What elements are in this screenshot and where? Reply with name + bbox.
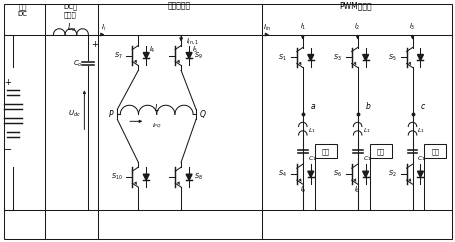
Text: $I_2$: $I_2$ <box>354 22 360 32</box>
Polygon shape <box>417 54 423 60</box>
Text: $I_{in}$: $I_{in}$ <box>262 23 270 33</box>
Polygon shape <box>307 171 313 177</box>
Text: $I_o$: $I_o$ <box>299 185 305 195</box>
Text: 负载: 负载 <box>321 148 329 155</box>
Text: PWM逆变器: PWM逆变器 <box>339 1 371 10</box>
Text: −: − <box>4 145 12 155</box>
Polygon shape <box>307 54 313 60</box>
Polygon shape <box>362 54 368 60</box>
Text: $S_1$: $S_1$ <box>278 53 286 63</box>
Text: b: b <box>365 102 370 111</box>
Bar <box>369 144 391 158</box>
Text: $S_4$: $S_4$ <box>278 169 286 179</box>
Polygon shape <box>143 174 149 180</box>
Text: $C_1$: $C_1$ <box>307 154 316 163</box>
Text: 输入
DC: 输入 DC <box>17 4 27 17</box>
Text: $S_3$: $S_3$ <box>332 53 341 63</box>
Polygon shape <box>417 171 423 177</box>
Text: $S_7$: $S_7$ <box>113 50 122 60</box>
Text: c: c <box>420 102 424 111</box>
Text: $L_o$: $L_o$ <box>66 21 76 34</box>
Text: +: + <box>91 39 98 49</box>
Text: $I_4$: $I_4$ <box>149 45 156 55</box>
Text: $L_1$: $L_1$ <box>307 126 315 135</box>
Bar <box>424 144 445 158</box>
Polygon shape <box>143 53 149 59</box>
Polygon shape <box>186 174 192 180</box>
Text: DC环
滤波器: DC环 滤波器 <box>63 4 77 18</box>
Text: 负载: 负载 <box>376 148 384 155</box>
Text: $L_1$: $L_1$ <box>417 126 425 135</box>
Text: $C_1$: $C_1$ <box>362 154 370 163</box>
Polygon shape <box>362 171 368 177</box>
Text: $I_{in,1}$: $I_{in,1}$ <box>186 36 199 45</box>
Text: $I_5$: $I_5$ <box>192 45 198 55</box>
Polygon shape <box>186 53 192 59</box>
Text: $C_o$: $C_o$ <box>73 58 82 68</box>
Text: 有源滤波器: 有源滤波器 <box>167 1 190 10</box>
Text: Q: Q <box>200 110 206 119</box>
Text: +: + <box>4 78 11 87</box>
Text: $C_1$: $C_1$ <box>417 154 425 163</box>
Text: a: a <box>310 102 315 111</box>
Bar <box>314 144 336 158</box>
Text: $I_b$: $I_b$ <box>354 185 360 195</box>
Text: 负载: 负载 <box>430 148 439 155</box>
Text: $I_1$: $I_1$ <box>299 22 305 32</box>
Text: $I_i$: $I_i$ <box>101 23 106 33</box>
Text: $S_8$: $S_8$ <box>194 172 202 182</box>
Text: $S_9$: $S_9$ <box>194 50 202 60</box>
Text: $S_5$: $S_5$ <box>387 53 396 63</box>
Text: $L$: $L$ <box>153 102 159 113</box>
Text: P: P <box>108 110 113 119</box>
Text: $U_{dc}$: $U_{dc}$ <box>67 109 80 120</box>
Text: $I_3$: $I_3$ <box>408 22 415 32</box>
Text: $S_2$: $S_2$ <box>387 169 396 179</box>
Text: $L_1$: $L_1$ <box>362 126 369 135</box>
Text: $S_{10}$: $S_{10}$ <box>110 172 122 182</box>
Text: $S_6$: $S_6$ <box>332 169 341 179</box>
Text: $I_{PQ}$: $I_{PQ}$ <box>152 122 161 131</box>
